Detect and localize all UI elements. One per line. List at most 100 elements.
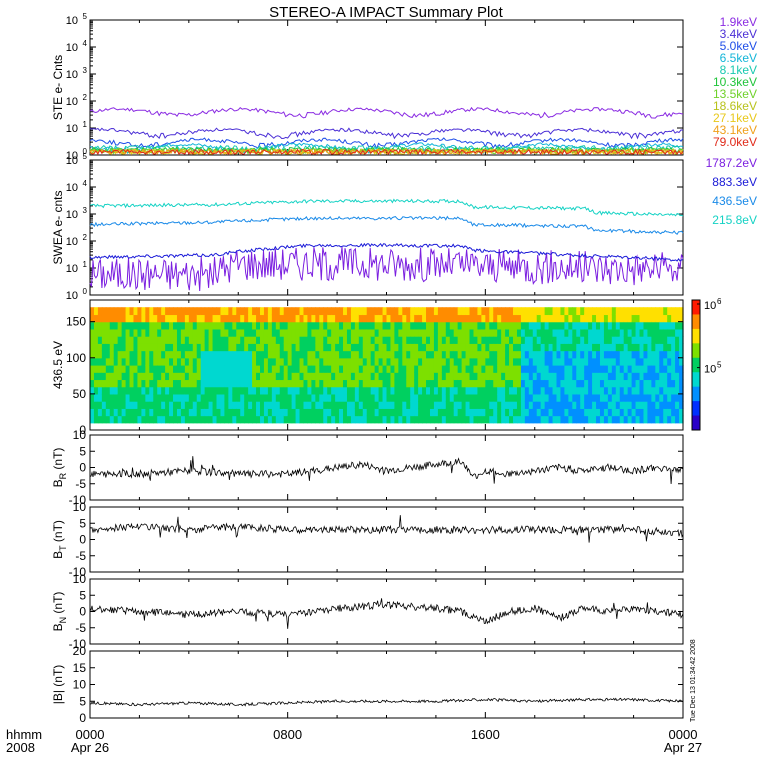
- heatmap-cell: [125, 415, 131, 424]
- heatmap-cell: [271, 321, 277, 330]
- heatmap-cell: [169, 415, 174, 424]
- heatmap-cell: [319, 415, 324, 424]
- heatmap-cell: [461, 343, 467, 352]
- heatmap-cell: [513, 372, 518, 381]
- heatmap-cell: [639, 393, 645, 402]
- heatmap-cell: [592, 307, 597, 316]
- heatmap-cell: [224, 307, 229, 316]
- heatmap-cell: [236, 357, 241, 366]
- heatmap-cell: [267, 379, 273, 388]
- heatmap-cell: [497, 343, 502, 352]
- heatmap-cell: [580, 350, 585, 359]
- heatmap-cell: [101, 328, 107, 337]
- heatmap-cell: [465, 307, 471, 316]
- heatmap-cell: [560, 401, 565, 409]
- heatmap-cell: [196, 328, 202, 337]
- heatmap-cell: [283, 336, 289, 344]
- heatmap-cell: [548, 372, 554, 381]
- heatmap-cell: [180, 401, 186, 409]
- heatmap-cell: [433, 357, 439, 366]
- heatmap-cell: [169, 357, 174, 366]
- heatmap-cell: [441, 415, 447, 424]
- heatmap-cell: [370, 401, 376, 409]
- heatmap-cell: [402, 408, 407, 417]
- heatmap-cell: [627, 393, 633, 402]
- heatmap-cell: [516, 328, 522, 337]
- heatmap-cell: [378, 386, 384, 395]
- heatmap-cell: [212, 314, 218, 323]
- heatmap-cell: [603, 350, 609, 359]
- heatmap-cell: [564, 328, 569, 337]
- heatmap-cell: [414, 328, 419, 337]
- heatmap-cell: [232, 415, 237, 424]
- heatmap-cell: [426, 314, 431, 323]
- heatmap-cell: [643, 336, 649, 344]
- heatmap-cell: [497, 386, 502, 395]
- heatmap-cell: [161, 372, 166, 381]
- heatmap-cell: [259, 379, 265, 388]
- heatmap-cell: [224, 401, 229, 409]
- heatmap-cell: [469, 307, 475, 316]
- heatmap-cell: [248, 328, 253, 337]
- heatmap-cell: [481, 314, 486, 323]
- heatmap-cell: [516, 350, 522, 359]
- colorbar-segment: [692, 328, 700, 344]
- heatmap-cell: [374, 393, 380, 402]
- heatmap-cell: [433, 336, 439, 344]
- heatmap-cell: [481, 336, 486, 344]
- heatmap-cell: [252, 401, 257, 409]
- ste-ylabel: STE e- Cnts: [51, 55, 65, 120]
- heatmap-cell: [410, 343, 415, 352]
- heatmap-cell: [619, 386, 625, 395]
- heatmap-cell: [327, 372, 332, 381]
- heatmap-cell: [639, 372, 645, 381]
- heatmap-cell: [204, 357, 210, 366]
- heatmap-cell: [469, 408, 475, 417]
- heatmap-cell: [580, 336, 585, 344]
- heatmap-cell: [117, 350, 123, 359]
- heatmap-cell: [623, 393, 629, 402]
- heatmap-cell: [493, 357, 498, 366]
- heatmap-cell: [386, 328, 392, 337]
- heatmap-cell: [374, 415, 380, 424]
- heatmap-cell: [315, 336, 320, 344]
- heatmap-cell: [101, 401, 107, 409]
- heatmap-cell: [426, 401, 431, 409]
- heatmap-cell: [287, 415, 293, 424]
- heatmap-cell: [520, 343, 526, 352]
- heatmap-cell: [370, 336, 376, 344]
- heatmap-cell: [145, 401, 150, 409]
- heatmap-cell: [176, 350, 182, 359]
- heatmap-cell: [248, 307, 253, 316]
- heatmap-cell: [485, 379, 490, 388]
- heatmap-cell: [552, 372, 558, 381]
- heatmap-cell: [386, 365, 392, 373]
- heatmap-cell: [165, 321, 170, 330]
- heatmap-cell: [663, 415, 668, 424]
- heatmap-cell: [576, 365, 581, 373]
- heatmap-cell: [192, 408, 198, 417]
- heatmap-cell: [378, 314, 384, 323]
- heatmap-cell: [244, 328, 249, 337]
- heatmap-cell: [149, 314, 154, 323]
- heatmap-cell: [252, 314, 257, 323]
- heatmap-cell: [97, 365, 103, 373]
- heatmap-cell: [299, 365, 305, 373]
- heatmap-cell: [473, 357, 479, 366]
- timestamp-label: Tue Dec 13 01:34:42 2008: [690, 639, 697, 722]
- heatmap-cell: [263, 365, 269, 373]
- heatmap-cell: [327, 307, 332, 316]
- heatmap-cell: [236, 408, 241, 417]
- heatmap-cell: [679, 415, 684, 424]
- heatmap-cell: [524, 393, 530, 402]
- heatmap-cell: [240, 379, 245, 388]
- heatmap-cell: [335, 328, 340, 337]
- heatmap-cell: [323, 415, 328, 424]
- heatmap-cell: [639, 379, 645, 388]
- heatmap-cell: [623, 307, 629, 316]
- heatmap-cell: [176, 328, 182, 337]
- heatmap-cell: [390, 336, 396, 344]
- heatmap-cell: [588, 350, 593, 359]
- heatmap-cell: [121, 314, 127, 323]
- heatmap-cell: [350, 307, 356, 316]
